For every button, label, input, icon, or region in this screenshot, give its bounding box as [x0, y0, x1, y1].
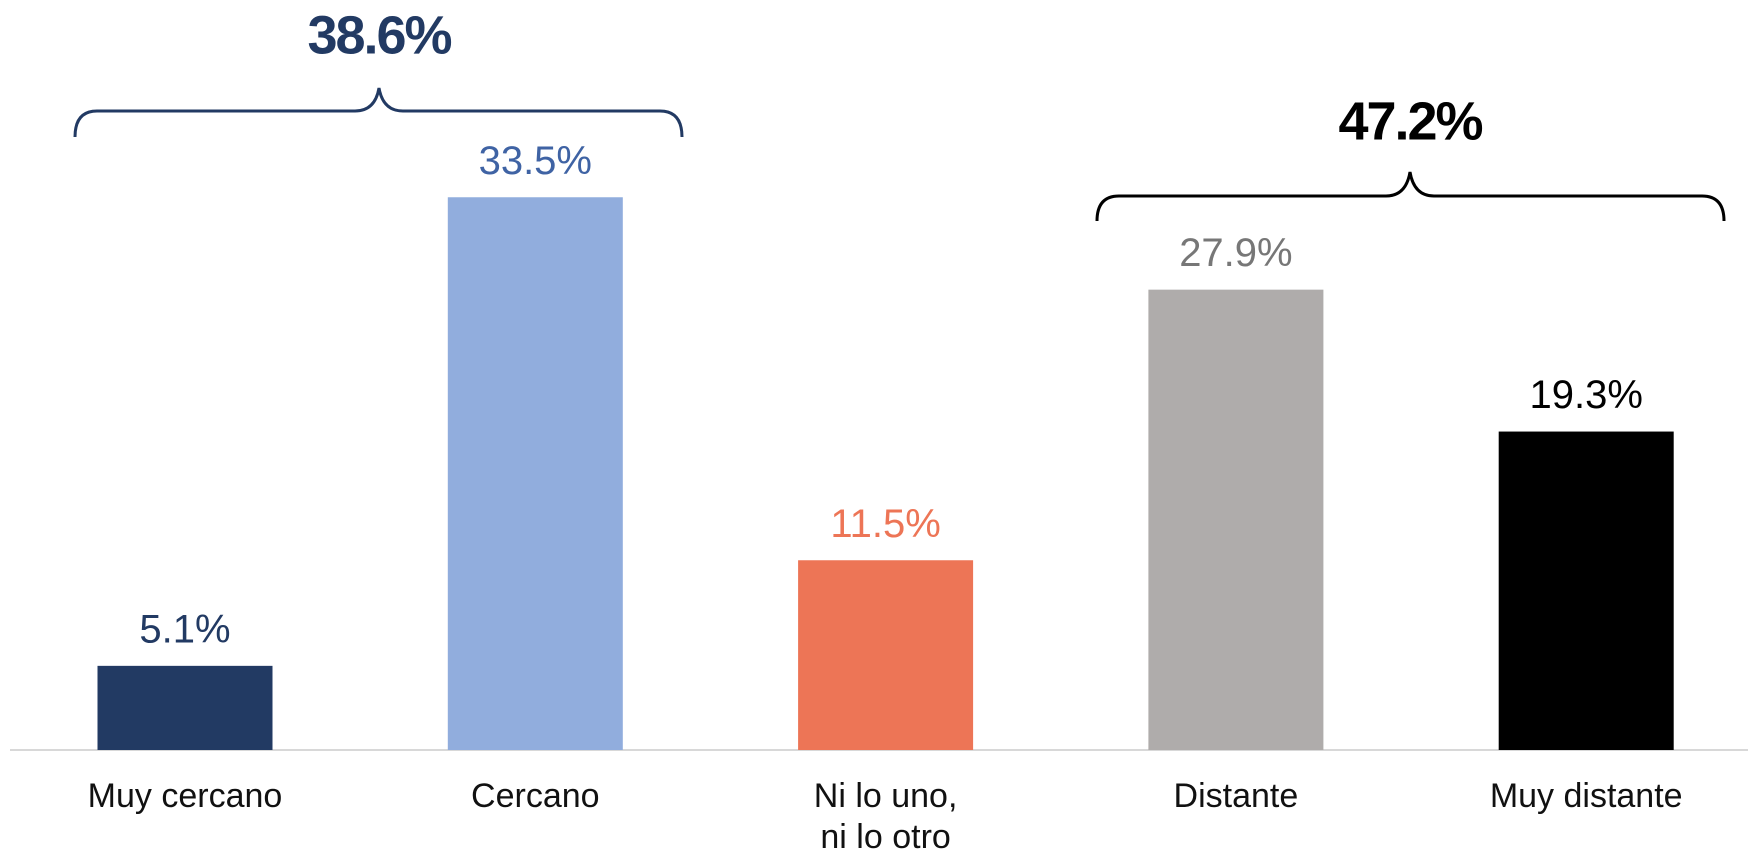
bar	[447, 197, 623, 750]
x-tick-label: Muy distante	[1490, 777, 1683, 815]
value-label: 27.9%	[1179, 231, 1292, 275]
x-tick-label: Ni lo uno, ni lo otro	[814, 777, 958, 856]
x-tick-label: Muy cercano	[88, 777, 283, 815]
x-tick-label: Distante	[1174, 777, 1299, 815]
group-total: 38.6%	[307, 5, 451, 65]
bar	[798, 560, 974, 750]
brace	[73, 87, 684, 138]
value-label: 19.3%	[1529, 373, 1642, 417]
value-label: 5.1%	[139, 607, 230, 651]
bar	[1148, 289, 1324, 750]
group-total: 47.2%	[1338, 91, 1482, 151]
value-label: 11.5%	[830, 502, 940, 546]
bar	[1498, 431, 1674, 750]
bar	[97, 665, 273, 750]
x-tick-label: Cercano	[471, 777, 600, 815]
brace	[1095, 171, 1726, 222]
value-label: 33.5%	[479, 139, 592, 183]
